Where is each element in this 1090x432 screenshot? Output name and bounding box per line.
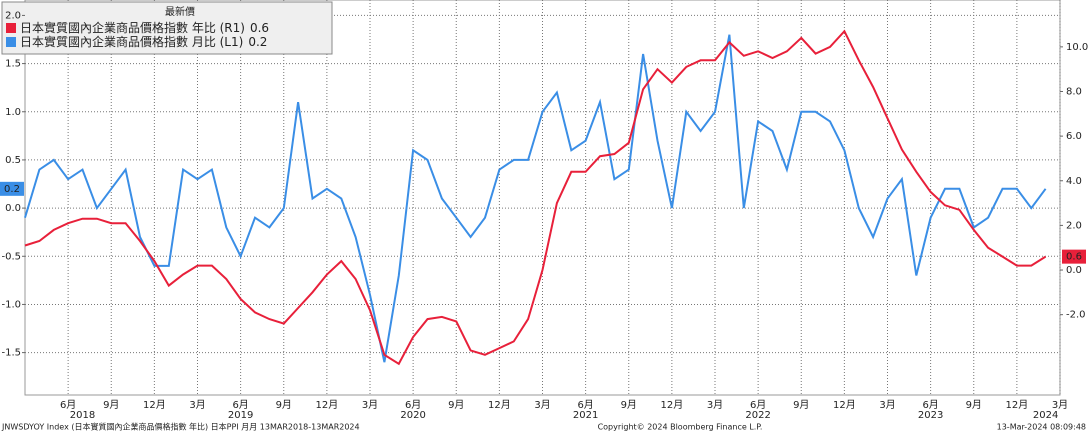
legend-value: 0.6 xyxy=(250,21,269,35)
y2-tick-label: 10.0 xyxy=(1066,42,1088,53)
series-line xyxy=(24,29,1047,366)
legend-box xyxy=(1,1,333,55)
x-year-label: 2019 xyxy=(228,410,253,421)
x-tick-label: 12月 xyxy=(143,399,166,411)
y2-tick-label: 0.0 xyxy=(1066,265,1082,276)
footer-right: 13-Mar-2024 08:09:48 xyxy=(997,423,1086,432)
y-tick-label: -1.0 xyxy=(1,299,21,310)
legend-name: 日本實質國內企業商品價格指數 月比 (L1) xyxy=(20,34,243,49)
legend-label: 日本實質國內企業商品價格指數 月比 (L1) 0.2 xyxy=(20,34,267,49)
y-tick-label: 0.0 xyxy=(5,203,21,214)
value-tag-label: 0.2 xyxy=(4,184,20,195)
y2-tick-label: 2.0 xyxy=(1066,220,1082,231)
series-line xyxy=(24,34,1047,363)
x-tick-label: 3月 xyxy=(707,399,723,411)
value-tag-label: 0.6 xyxy=(1066,252,1082,263)
x-tick-label: 12月 xyxy=(661,399,684,411)
y-tick-label: 2.0 xyxy=(5,10,21,21)
legend-swatch xyxy=(6,37,16,47)
legend-value: 0.2 xyxy=(248,35,267,49)
x-tick-label: 3月 xyxy=(1052,399,1068,411)
legend-name: 日本實質國內企業商品價格指數 年比 (R1) xyxy=(20,20,245,35)
legend-label: 日本實質國內企業商品價格指數 年比 (R1) 0.6 xyxy=(20,20,269,35)
y-tick-label: 1.5 xyxy=(5,59,21,70)
legend: 最新價 日本實質國內企業商品價格指數 年比 (R1) 0.6日本實質國內企業商品價… xyxy=(1,1,333,55)
x-year-label: 2023 xyxy=(918,410,943,421)
y-tick-label: 1.0 xyxy=(5,107,21,118)
y2-tick-label: 4.0 xyxy=(1066,176,1082,187)
value-tag xyxy=(0,181,24,196)
x-tick-label: 6月 xyxy=(750,399,766,411)
x-tick-label: 9月 xyxy=(621,399,637,411)
x-year-label: 2021 xyxy=(573,410,598,421)
legend-swatch xyxy=(6,23,16,33)
x-year-label: 2022 xyxy=(745,410,770,421)
x-tick-label: 6月 xyxy=(60,399,76,411)
x-tick-label: 6月 xyxy=(922,399,938,411)
value-tag xyxy=(1062,249,1086,264)
x-tick-label: 12月 xyxy=(488,399,511,411)
x-tick-label: 9月 xyxy=(276,399,292,411)
y2-tick-label: 6.0 xyxy=(1066,131,1082,142)
x-tick-label: 3月 xyxy=(879,399,895,411)
x-tick-label: 12月 xyxy=(1006,399,1029,411)
x-year-label: 2018 xyxy=(70,410,95,421)
footer-center: Copyright© 2024 Bloomberg Finance L.P. xyxy=(598,423,763,432)
lines xyxy=(24,29,1047,366)
x-tick-label: 3月 xyxy=(189,399,205,411)
y2-tick-label: -2.0 xyxy=(1066,310,1086,321)
y2-tick-label: 8.0 xyxy=(1066,86,1082,97)
x-year-label: 2024 xyxy=(1033,410,1058,421)
x-tick-label: 6月 xyxy=(405,399,421,411)
y-tick-label: -1.5 xyxy=(1,348,21,359)
x-tick-label: 9月 xyxy=(966,399,982,411)
x-year-label: 2020 xyxy=(400,410,425,421)
footer-left: JNWSDYOY Index (日本實質國內企業商品價格指數 年比) 日本PPI… xyxy=(1,422,360,432)
legend-title: 最新價 xyxy=(165,5,195,18)
x-tick-label: 9月 xyxy=(103,399,119,411)
x-tick-label: 9月 xyxy=(793,399,809,411)
x-tick-label: 3月 xyxy=(534,399,550,411)
x-tick-label: 6月 xyxy=(232,399,248,411)
y-tick-label: -0.5 xyxy=(1,251,21,262)
x-tick-label: 12月 xyxy=(316,399,339,411)
x-tick-label: 3月 xyxy=(362,399,378,411)
x-tick-label: 6月 xyxy=(577,399,593,411)
x-tick-label: 9月 xyxy=(448,399,464,411)
y-tick-label: 0.5 xyxy=(5,155,21,166)
x-tick-label: 12月 xyxy=(833,399,856,411)
